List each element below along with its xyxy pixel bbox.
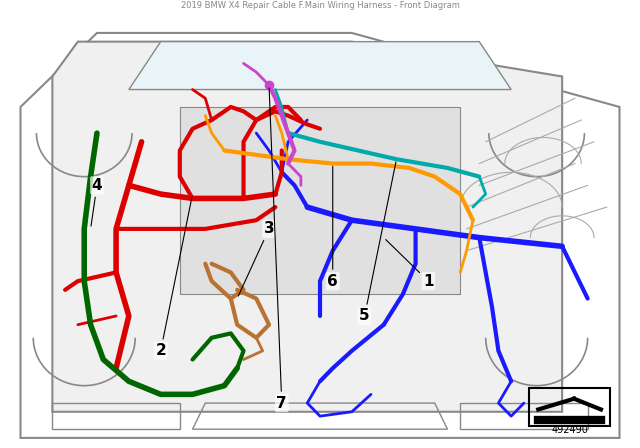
Text: 5: 5 [359,162,396,323]
Polygon shape [20,33,620,438]
Text: 492490: 492490 [551,425,588,435]
Text: 3: 3 [238,221,275,296]
Title: 2019 BMW X4 Repair Cable F.Main Wiring Harness - Front Diagram: 2019 BMW X4 Repair Cable F.Main Wiring H… [180,1,460,10]
Polygon shape [180,107,460,294]
Text: 6: 6 [328,166,338,289]
Text: 1: 1 [386,240,433,289]
Text: 2: 2 [156,197,192,358]
Polygon shape [129,42,511,90]
Polygon shape [52,42,562,412]
Text: 7: 7 [269,88,287,410]
Text: 4: 4 [91,178,102,226]
